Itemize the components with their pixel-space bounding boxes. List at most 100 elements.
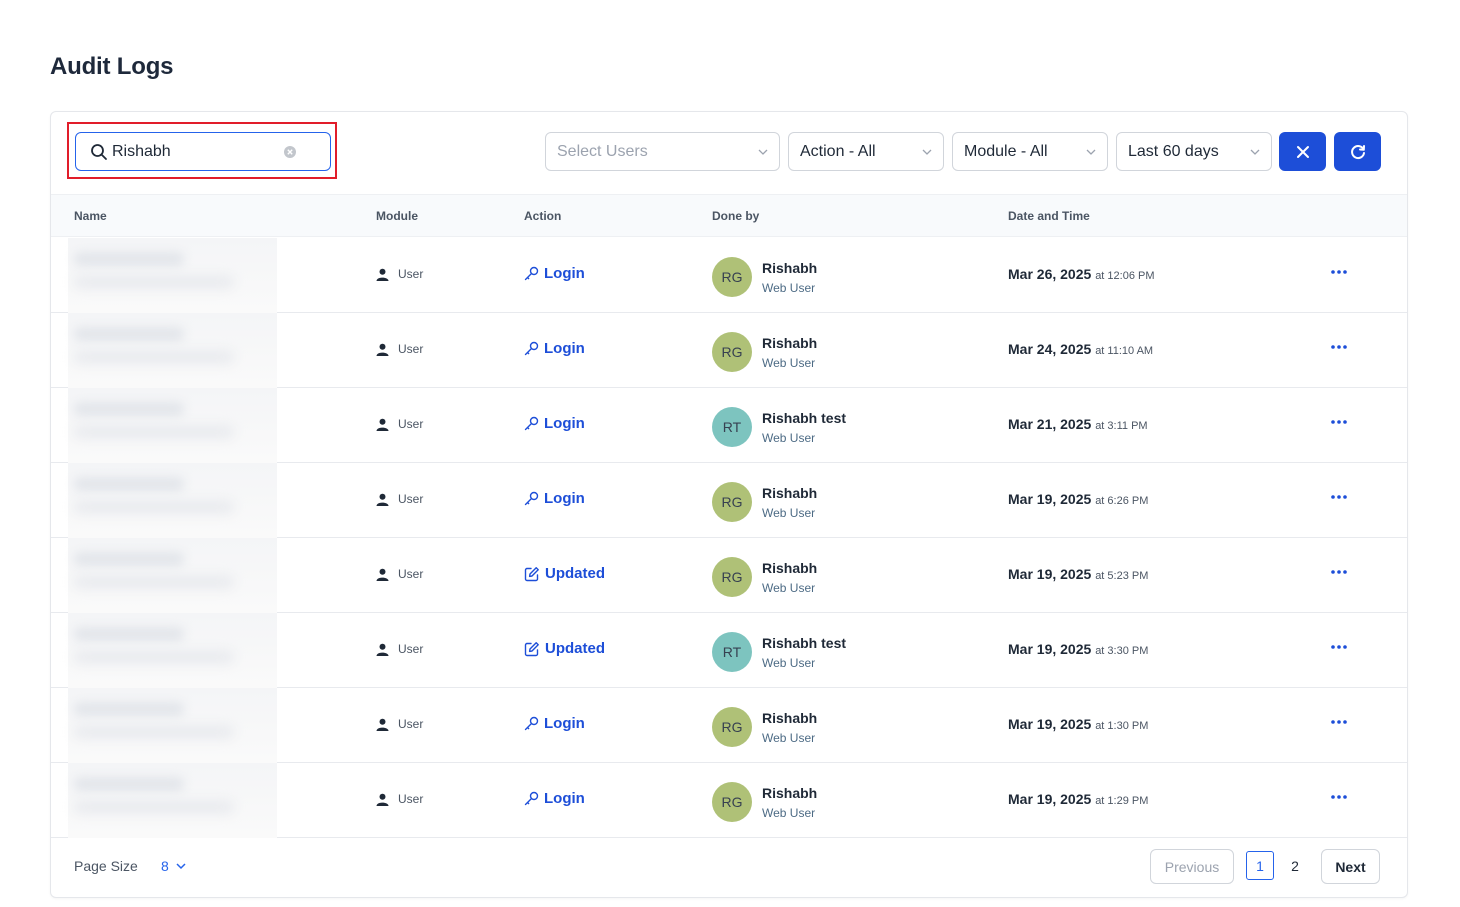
action-cell[interactable]: Login — [524, 415, 585, 432]
done-by-name: Rishabh — [762, 785, 818, 801]
date-time-cell: Mar 19, 2025 at 1:29 PM — [1008, 791, 1149, 807]
more-horizontal-icon — [1331, 270, 1347, 274]
done-by-name: Rishabh — [762, 335, 818, 351]
action-cell[interactable]: Login — [524, 265, 585, 282]
date-time-cell: Mar 19, 2025 at 6:26 PM — [1008, 491, 1149, 507]
previous-page-button[interactable]: Previous — [1150, 849, 1234, 884]
user-icon — [376, 493, 389, 506]
select-users-placeholder: Select Users — [557, 142, 648, 160]
search-highlight-box — [67, 122, 337, 179]
action-cell[interactable]: Login — [524, 340, 585, 357]
clear-icon[interactable] — [283, 145, 297, 159]
more-options-button[interactable] — [1329, 787, 1349, 807]
action-cell[interactable]: Login — [524, 490, 585, 507]
more-options-button[interactable] — [1329, 562, 1349, 582]
key-icon — [524, 791, 539, 806]
page-size-label: Page Size — [74, 858, 138, 874]
column-header-done-by[interactable]: Done by — [712, 209, 760, 223]
page-size-dropdown[interactable]: 8 — [161, 858, 187, 874]
more-options-button[interactable] — [1329, 487, 1349, 507]
done-by-name: Rishabh — [762, 560, 818, 576]
more-horizontal-icon — [1331, 345, 1347, 349]
done-by-role: Web User — [762, 281, 816, 295]
blurred-name-cell — [68, 763, 277, 838]
page-number-1[interactable]: 1 — [1246, 851, 1274, 880]
edit-icon — [524, 641, 539, 656]
done-by-role: Web User — [762, 581, 816, 595]
avatar: RG — [712, 332, 752, 372]
page-size-value: 8 — [161, 858, 169, 874]
blurred-name-cell — [68, 613, 277, 688]
blurred-name-cell — [68, 688, 277, 763]
action-cell[interactable]: Login — [524, 790, 585, 807]
more-options-button[interactable] — [1329, 337, 1349, 357]
table-header: Name Module Action Done by Date and Time — [51, 194, 1407, 237]
chevron-down-icon — [758, 149, 768, 155]
action-cell[interactable]: Login — [524, 715, 585, 732]
module-cell: User — [376, 417, 423, 431]
column-header-action[interactable]: Action — [524, 209, 562, 223]
action-filter-value: Action - All — [800, 142, 876, 160]
date-range-dropdown[interactable]: Last 60 days — [1116, 132, 1272, 171]
date-time-cell: Mar 19, 2025 at 3:30 PM — [1008, 641, 1149, 657]
action-cell[interactable]: Updated — [524, 640, 605, 657]
user-icon — [376, 418, 389, 431]
action-filter-dropdown[interactable]: Action - All — [788, 132, 944, 171]
done-by-name: Rishabh test — [762, 410, 847, 426]
table-row[interactable]: User Login RG Rishabh Web User Mar 26, 2… — [51, 238, 1407, 313]
clear-filters-button[interactable] — [1279, 132, 1326, 171]
refresh-button[interactable] — [1334, 132, 1381, 171]
table-row[interactable]: User Login RT Rishabh test Web User Mar … — [51, 388, 1407, 463]
done-by-name: Rishabh — [762, 260, 818, 276]
avatar: RG — [712, 707, 752, 747]
table-row[interactable]: User Login RG Rishabh Web User Mar 24, 2… — [51, 313, 1407, 388]
more-options-button[interactable] — [1329, 412, 1349, 432]
table-row[interactable]: User Login RG Rishabh Web User Mar 19, 2… — [51, 688, 1407, 763]
module-cell: User — [376, 567, 423, 581]
more-horizontal-icon — [1331, 645, 1347, 649]
date-time-cell: Mar 24, 2025 at 11:10 AM — [1008, 341, 1154, 357]
user-icon — [376, 568, 389, 581]
chevron-down-icon — [922, 149, 932, 155]
avatar: RT — [712, 407, 752, 447]
done-by-role: Web User — [762, 431, 816, 445]
chevron-down-icon — [1250, 149, 1260, 155]
user-icon — [376, 793, 389, 806]
date-time-cell: Mar 19, 2025 at 1:30 PM — [1008, 716, 1149, 732]
select-users-dropdown[interactable]: Select Users — [545, 132, 780, 171]
search-input[interactable] — [112, 141, 292, 163]
user-icon — [376, 643, 389, 656]
done-by-role: Web User — [762, 656, 816, 670]
avatar: RT — [712, 632, 752, 672]
avatar: RG — [712, 257, 752, 297]
table-row[interactable]: User Login RG Rishabh Web User Mar 19, 2… — [51, 763, 1407, 838]
avatar: RG — [712, 482, 752, 522]
table-row[interactable]: User Login RG Rishabh Web User Mar 19, 2… — [51, 463, 1407, 538]
date-range-value: Last 60 days — [1128, 142, 1219, 160]
search-box[interactable] — [75, 132, 331, 171]
module-filter-value: Module - All — [964, 142, 1048, 160]
action-cell[interactable]: Updated — [524, 565, 605, 582]
column-header-date-time[interactable]: Date and Time — [1008, 209, 1090, 223]
key-icon — [524, 416, 539, 431]
more-horizontal-icon — [1331, 420, 1347, 424]
chevron-down-icon — [1086, 149, 1096, 155]
avatar: RG — [712, 557, 752, 597]
more-options-button[interactable] — [1329, 712, 1349, 732]
table-row[interactable]: User Updated RT Rishabh test Web User Ma… — [51, 613, 1407, 688]
done-by-name: Rishabh — [762, 710, 818, 726]
column-header-name[interactable]: Name — [74, 209, 107, 223]
avatar: RG — [712, 782, 752, 822]
column-header-module[interactable]: Module — [376, 209, 418, 223]
edit-icon — [524, 566, 539, 581]
user-icon — [376, 343, 389, 356]
more-options-button[interactable] — [1329, 637, 1349, 657]
table-row[interactable]: User Updated RG Rishabh Web User Mar 19,… — [51, 538, 1407, 613]
more-options-button[interactable] — [1329, 262, 1349, 282]
next-page-button[interactable]: Next — [1321, 849, 1380, 884]
module-cell: User — [376, 342, 423, 356]
page-number-2[interactable]: 2 — [1291, 857, 1299, 874]
user-icon — [376, 268, 389, 281]
module-filter-dropdown[interactable]: Module - All — [952, 132, 1108, 171]
blurred-name-cell — [68, 538, 277, 613]
